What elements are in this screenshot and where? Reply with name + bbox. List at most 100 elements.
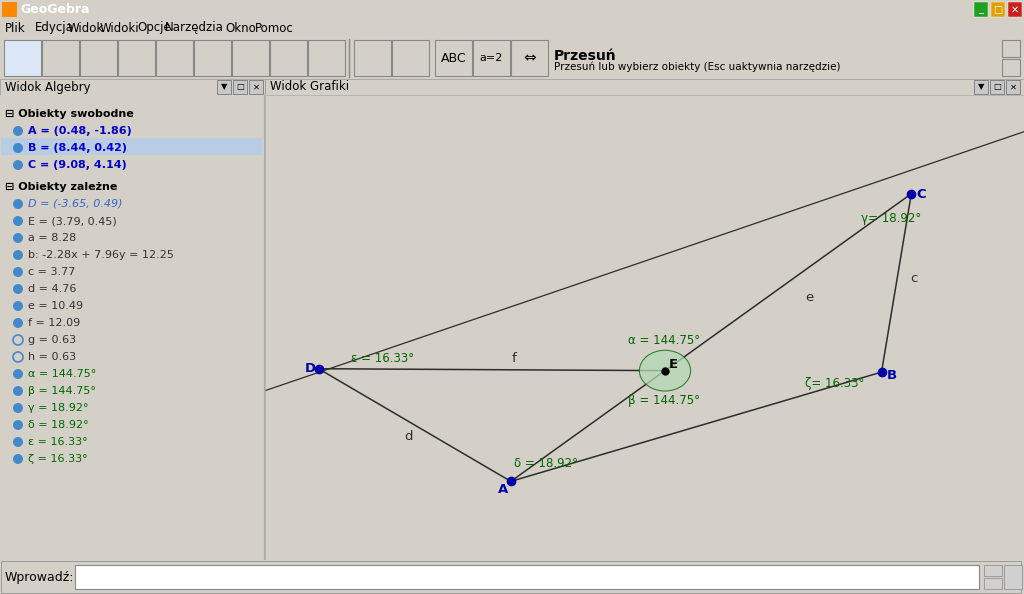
Text: α = 144.75°: α = 144.75° <box>28 369 96 379</box>
FancyBboxPatch shape <box>156 40 193 76</box>
FancyBboxPatch shape <box>511 40 548 76</box>
Text: b: -2.28x + 7.96y = 12.25: b: -2.28x + 7.96y = 12.25 <box>28 250 174 260</box>
Text: f = 12.09: f = 12.09 <box>28 318 80 328</box>
Bar <box>984 578 1002 589</box>
FancyBboxPatch shape <box>80 40 117 76</box>
Bar <box>75 565 979 589</box>
Circle shape <box>13 386 23 396</box>
Text: ✕: ✕ <box>253 83 259 91</box>
Text: ε = 16.33°: ε = 16.33° <box>351 352 415 365</box>
Circle shape <box>13 250 23 260</box>
Text: α = 144.75°: α = 144.75° <box>628 334 700 347</box>
Text: E: E <box>669 358 678 371</box>
Bar <box>974 2 988 17</box>
Bar <box>1004 565 1022 589</box>
Circle shape <box>13 403 23 413</box>
Text: Widok Grafiki: Widok Grafiki <box>270 81 349 93</box>
FancyBboxPatch shape <box>435 40 472 76</box>
Text: d = 4.76: d = 4.76 <box>28 284 77 294</box>
Bar <box>265 79 1024 95</box>
FancyBboxPatch shape <box>354 40 391 76</box>
Text: δ = 18.92°: δ = 18.92° <box>28 420 89 430</box>
Text: ⇔: ⇔ <box>523 50 536 65</box>
Text: γ= 18.92°: γ= 18.92° <box>861 212 922 225</box>
Text: ζ= 16.33°: ζ= 16.33° <box>805 377 864 390</box>
Text: c = 3.77: c = 3.77 <box>28 267 76 277</box>
Text: C: C <box>916 188 926 201</box>
Text: δ = 18.92°: δ = 18.92° <box>514 457 579 469</box>
Circle shape <box>13 160 23 170</box>
Bar <box>2 2 17 17</box>
Text: g = 0.63: g = 0.63 <box>28 335 76 345</box>
FancyBboxPatch shape <box>473 40 510 76</box>
Text: Przesuń: Przesuń <box>554 49 616 63</box>
Text: B = (8.44, 0.42): B = (8.44, 0.42) <box>28 143 127 153</box>
Text: D = (-3.65, 0.49): D = (-3.65, 0.49) <box>28 199 123 209</box>
Text: _: _ <box>979 5 983 14</box>
Circle shape <box>13 143 23 153</box>
Text: a = 8.28: a = 8.28 <box>28 233 76 243</box>
FancyBboxPatch shape <box>42 40 79 76</box>
Text: ✕: ✕ <box>1011 5 1019 14</box>
Text: C = (9.08, 4.14): C = (9.08, 4.14) <box>28 160 127 170</box>
Bar <box>984 565 1002 576</box>
Text: f: f <box>512 352 516 365</box>
Text: Edycja: Edycja <box>35 21 74 34</box>
FancyBboxPatch shape <box>194 40 231 76</box>
Text: □: □ <box>993 83 1000 91</box>
Text: ζ = 16.33°: ζ = 16.33° <box>28 454 88 464</box>
Text: γ = 18.92°: γ = 18.92° <box>28 403 88 413</box>
FancyBboxPatch shape <box>118 40 155 76</box>
FancyBboxPatch shape <box>308 40 345 76</box>
Text: β = 144.75°: β = 144.75° <box>628 394 700 407</box>
Text: D: D <box>304 362 315 375</box>
FancyBboxPatch shape <box>4 40 41 76</box>
Bar <box>1006 80 1020 94</box>
Text: Pomoc: Pomoc <box>255 21 294 34</box>
Circle shape <box>13 126 23 136</box>
Text: Okno: Okno <box>225 21 256 34</box>
Circle shape <box>13 420 23 430</box>
Circle shape <box>13 369 23 379</box>
Circle shape <box>13 233 23 243</box>
Text: Wprowadź:: Wprowadź: <box>5 570 75 583</box>
Text: Widok: Widok <box>68 21 104 34</box>
FancyBboxPatch shape <box>392 40 429 76</box>
Bar <box>249 80 263 94</box>
Bar <box>1 138 262 155</box>
Text: GeoGebra: GeoGebra <box>20 3 89 16</box>
Text: ▼: ▼ <box>221 83 227 91</box>
Text: ▼: ▼ <box>978 83 984 91</box>
Text: Opcje: Opcje <box>137 21 171 34</box>
Bar <box>990 80 1004 94</box>
Text: e: e <box>805 291 813 304</box>
Text: Widok Algebry: Widok Algebry <box>5 81 91 93</box>
Text: ⊟ Obiekty zależne: ⊟ Obiekty zależne <box>5 182 118 192</box>
Circle shape <box>13 267 23 277</box>
Text: A: A <box>498 483 508 496</box>
Text: □: □ <box>237 83 244 91</box>
Circle shape <box>13 301 23 311</box>
Bar <box>217 80 231 94</box>
Circle shape <box>13 199 23 209</box>
Text: ABC: ABC <box>440 52 466 65</box>
Bar <box>233 80 247 94</box>
FancyBboxPatch shape <box>232 40 269 76</box>
FancyBboxPatch shape <box>1002 40 1020 57</box>
Text: E = (3.79, 0.45): E = (3.79, 0.45) <box>28 216 117 226</box>
Text: h = 0.63: h = 0.63 <box>28 352 76 362</box>
Text: Przesuń lub wybierz obiekty (Esc uaktywnia narzędzie): Przesuń lub wybierz obiekty (Esc uaktywn… <box>554 61 841 71</box>
Circle shape <box>13 454 23 464</box>
FancyBboxPatch shape <box>270 40 307 76</box>
Text: A = (0.48, -1.86): A = (0.48, -1.86) <box>28 126 132 136</box>
Text: e = 10.49: e = 10.49 <box>28 301 83 311</box>
Text: □: □ <box>993 5 1002 14</box>
Circle shape <box>13 216 23 226</box>
FancyBboxPatch shape <box>1002 59 1020 76</box>
Circle shape <box>13 284 23 294</box>
Text: Plik: Plik <box>5 21 26 34</box>
Bar <box>265 95 1024 560</box>
Text: d: d <box>404 430 414 443</box>
Bar <box>974 80 988 94</box>
Text: a=2: a=2 <box>480 53 503 63</box>
